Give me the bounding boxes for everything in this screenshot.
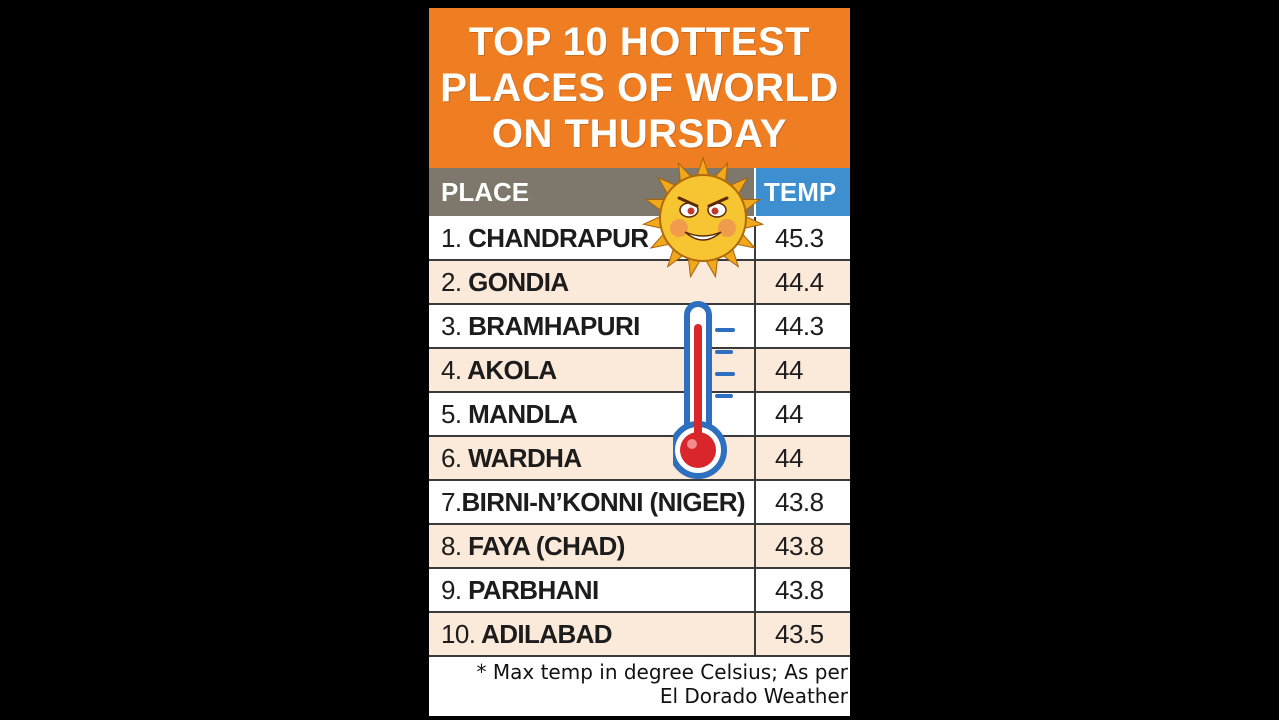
column-divider — [754, 481, 756, 523]
temp-cell: 44 — [775, 443, 803, 473]
column-divider — [754, 437, 756, 479]
place-cell: 10. ADILABAD — [441, 613, 613, 655]
column-divider — [754, 349, 756, 391]
place-cell: 3. BRAMHAPURI — [441, 305, 640, 347]
temp-cell: 44.3 — [775, 311, 824, 341]
rank-label: 10. — [441, 619, 476, 649]
place-cell: 8. FAYA (CHAD) — [441, 525, 625, 567]
place-name: PARBHANI — [468, 575, 599, 605]
place-name: FAYA (CHAD) — [468, 531, 625, 561]
thermometer-icon — [673, 301, 735, 479]
place-cell: 1. CHANDRAPUR — [441, 217, 649, 259]
column-divider — [754, 569, 756, 611]
rank-label: 2. — [441, 267, 462, 297]
source-footnote: * Max temp in degree Celsius; As per El … — [477, 660, 848, 708]
rank-label: 5. — [441, 399, 462, 429]
table-row: 6. WARDHA 44 — [429, 437, 850, 481]
table-header: PLACE TEMP — [429, 168, 850, 216]
table-body: 1. CHANDRAPUR 45.3 2. GONDIA 44.4 3. BRAMHAP… — [429, 217, 850, 657]
place-name: BIRNI-N’KONNI (NIGER) — [461, 487, 745, 517]
place-cell: 4. AKOLA — [441, 349, 557, 391]
table-row: 5. MANDLA 44 — [429, 393, 850, 437]
temp-cell: 43.8 — [775, 531, 824, 561]
temp-column-header: TEMP — [756, 168, 850, 216]
place-cell: 6. WARDHA — [441, 437, 582, 479]
title-banner: TOP 10 HOTTEST PLACES OF WORLD ON THURSD… — [429, 8, 850, 168]
place-name: BRAMHAPURI — [468, 311, 640, 341]
rank-label: 8. — [441, 531, 462, 561]
rank-label: 1. — [441, 223, 462, 253]
rank-label: 7. — [441, 487, 462, 517]
place-cell: 2. GONDIA — [441, 261, 569, 303]
place-cell: 9. PARBHANI — [441, 569, 599, 611]
table-row: 2. GONDIA 44.4 — [429, 261, 850, 305]
place-name: ADILABAD — [481, 619, 613, 649]
title-line-3: ON THURSDAY — [491, 112, 788, 156]
rank-label: 6. — [441, 443, 462, 473]
place-cell: 7.BIRNI-N’KONNI (NIGER) — [441, 481, 746, 523]
temp-cell: 43.8 — [775, 487, 824, 517]
column-divider — [754, 305, 756, 347]
temp-cell: 44 — [775, 399, 803, 429]
table-row: 4. AKOLA 44 — [429, 349, 850, 393]
temp-cell: 44.4 — [775, 267, 824, 297]
rank-label: 4. — [441, 355, 462, 385]
table-row: 1. CHANDRAPUR 45.3 — [429, 217, 850, 261]
angry-sun-icon — [641, 156, 765, 279]
title-line-1: TOP 10 HOTTEST — [468, 20, 811, 64]
place-cell: 5. MANDLA — [441, 393, 578, 435]
table-row: 9. PARBHANI 43.8 — [429, 569, 850, 613]
column-divider — [754, 525, 756, 567]
column-divider — [754, 261, 756, 303]
place-name: MANDLA — [468, 399, 578, 429]
table-row: 10. ADILABAD 43.5 — [429, 613, 850, 657]
place-name: CHANDRAPUR — [468, 223, 649, 253]
place-name: WARDHA — [468, 443, 582, 473]
place-name: AKOLA — [467, 355, 557, 385]
temp-cell: 44 — [775, 355, 803, 385]
column-divider — [754, 393, 756, 435]
temp-cell: 43.8 — [775, 575, 824, 605]
table-row: 3. BRAMHAPURI 44.3 — [429, 305, 850, 349]
footnote-line-1: * Max temp in degree Celsius; As per — [476, 660, 848, 684]
table-row: 8. FAYA (CHAD) 43.8 — [429, 525, 850, 569]
table-row: 7.BIRNI-N’KONNI (NIGER) 43.8 — [429, 481, 850, 525]
rank-label: 3. — [441, 311, 462, 341]
column-divider — [754, 613, 756, 655]
infographic-card: TOP 10 HOTTEST PLACES OF WORLD ON THURSD… — [429, 8, 850, 716]
rank-label: 9. — [441, 575, 462, 605]
footnote-line-2: El Dorado Weather — [659, 684, 848, 708]
column-divider — [754, 217, 756, 259]
temp-cell: 43.5 — [775, 619, 824, 649]
title-line-2: PLACES OF WORLD — [440, 66, 839, 110]
temp-cell: 45.3 — [775, 223, 824, 253]
place-name: GONDIA — [468, 267, 569, 297]
